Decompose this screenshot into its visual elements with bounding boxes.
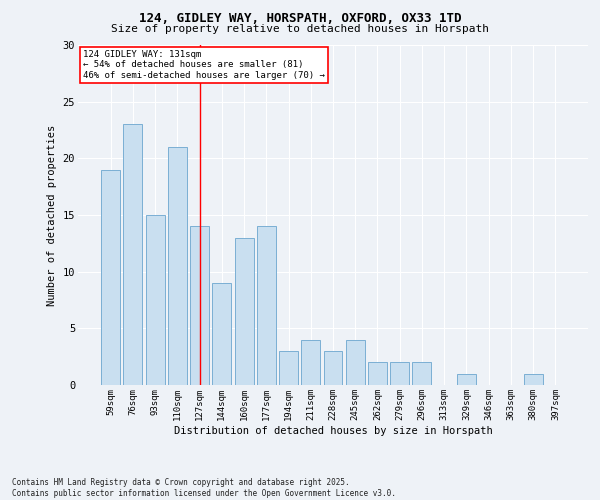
Bar [412,362,431,385]
Bar [190,226,209,385]
Bar [124,124,142,385]
Bar [212,283,231,385]
Text: 124, GIDLEY WAY, HORSPATH, OXFORD, OX33 1TD: 124, GIDLEY WAY, HORSPATH, OXFORD, OX33 … [139,12,461,26]
Text: Contains HM Land Registry data © Crown copyright and database right 2025.
Contai: Contains HM Land Registry data © Crown c… [12,478,396,498]
Bar [279,351,298,385]
Bar [457,374,476,385]
Bar [146,215,164,385]
Text: 124 GIDLEY WAY: 131sqm
← 54% of detached houses are smaller (81)
46% of semi-det: 124 GIDLEY WAY: 131sqm ← 54% of detached… [83,50,325,80]
Bar [390,362,409,385]
Bar [524,374,542,385]
Bar [346,340,365,385]
Y-axis label: Number of detached properties: Number of detached properties [47,124,57,306]
Bar [235,238,254,385]
Bar [301,340,320,385]
Bar [168,147,187,385]
Bar [368,362,387,385]
Bar [101,170,120,385]
Bar [323,351,343,385]
Text: Size of property relative to detached houses in Horspath: Size of property relative to detached ho… [111,24,489,34]
X-axis label: Distribution of detached houses by size in Horspath: Distribution of detached houses by size … [173,426,493,436]
Bar [257,226,276,385]
